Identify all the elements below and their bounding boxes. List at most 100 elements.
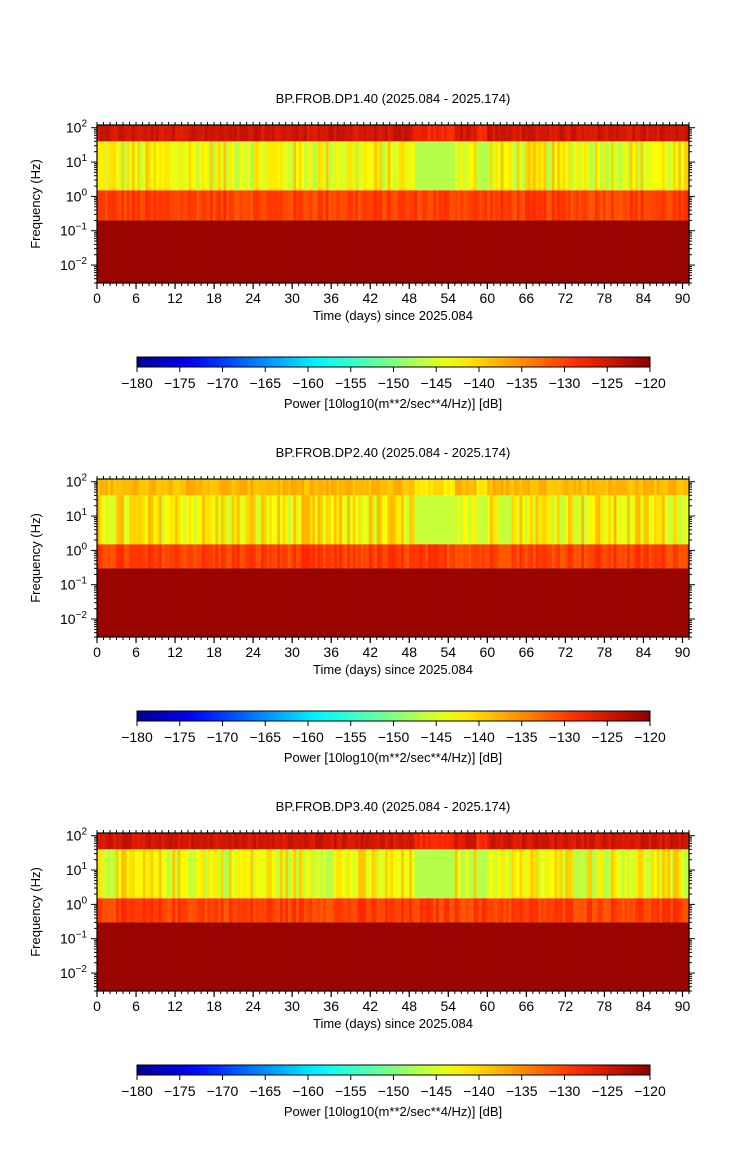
heatmap-cell bbox=[115, 141, 120, 191]
heatmap-cell bbox=[328, 544, 332, 569]
heatmap-cell bbox=[145, 479, 149, 496]
heatmap-cell bbox=[234, 220, 238, 283]
heatmap-cell bbox=[382, 220, 386, 283]
heatmap-cell bbox=[317, 495, 321, 545]
colorbar-tick-label: −150 bbox=[378, 375, 410, 391]
heatmap-cell bbox=[199, 568, 203, 637]
heatmap-cell bbox=[379, 479, 383, 496]
heatmap-cell bbox=[349, 898, 354, 923]
heatmap-cell bbox=[242, 568, 246, 637]
heatmap-cell bbox=[489, 922, 494, 991]
heatmap-cell bbox=[134, 125, 138, 142]
heatmap-cell bbox=[376, 125, 381, 142]
heatmap-cell bbox=[519, 898, 523, 923]
heatmap-cell bbox=[140, 898, 144, 923]
heatmap-cell bbox=[177, 568, 182, 637]
heatmap-cell bbox=[654, 125, 658, 142]
colorbar-tick-label: −160 bbox=[292, 729, 324, 745]
heatmap-cell bbox=[210, 141, 214, 191]
heatmap-cell bbox=[325, 849, 330, 899]
heatmap-cell bbox=[403, 568, 408, 637]
spectrogram-panel-3: BP.FROB.DP3.40 (2025.084 - 2025.174)0 6 12… bbox=[28, 799, 695, 1119]
heatmap-cell bbox=[597, 190, 601, 221]
heatmap-cell bbox=[150, 898, 155, 923]
heatmap-cell bbox=[664, 849, 669, 899]
colorbar-tick-label: −155 bbox=[335, 1083, 367, 1099]
heatmap-cell bbox=[102, 568, 106, 637]
heatmap-cell bbox=[411, 479, 416, 496]
heatmap-cell bbox=[554, 190, 558, 221]
heatmap-cell bbox=[279, 479, 284, 496]
heatmap-cell bbox=[196, 922, 200, 991]
heatmap-cell bbox=[323, 544, 327, 569]
heatmap-cell bbox=[559, 190, 564, 221]
heatmap-cell bbox=[454, 495, 459, 545]
heatmap-cell bbox=[495, 568, 499, 637]
heatmap-cell bbox=[298, 544, 303, 569]
heatmap-cell bbox=[627, 833, 631, 850]
heatmap-cell bbox=[621, 220, 626, 283]
heatmap-cell bbox=[215, 922, 219, 991]
heatmap-cell bbox=[524, 125, 529, 142]
heatmap-cell bbox=[352, 568, 356, 637]
heatmap-cell bbox=[99, 479, 103, 496]
heatmap-cell bbox=[449, 479, 453, 496]
heatmap-cell bbox=[460, 833, 464, 850]
heatmap-cell bbox=[293, 125, 297, 142]
x-tick-label: 54 bbox=[441, 644, 457, 660]
heatmap-cell bbox=[102, 898, 106, 923]
heatmap-cell bbox=[185, 898, 190, 923]
heatmap-cell bbox=[462, 125, 467, 142]
heatmap-cell bbox=[366, 190, 370, 221]
heatmap-cell bbox=[328, 220, 332, 283]
heatmap-cell bbox=[285, 495, 289, 545]
heatmap-cell bbox=[444, 220, 448, 283]
heatmap-cell bbox=[347, 141, 351, 191]
heatmap-cell bbox=[492, 220, 496, 283]
heatmap-cell bbox=[497, 544, 502, 569]
heatmap-cell bbox=[468, 190, 472, 221]
heatmap-cell bbox=[672, 479, 677, 496]
heatmap-cell bbox=[376, 544, 381, 569]
heatmap-cell bbox=[142, 479, 147, 496]
heatmap-cell bbox=[664, 479, 669, 496]
heatmap-cell bbox=[452, 125, 456, 142]
heatmap-cell bbox=[349, 141, 354, 191]
heatmap-cell bbox=[678, 220, 682, 283]
heatmap-cell bbox=[306, 898, 311, 923]
heatmap-cell bbox=[166, 479, 171, 496]
heatmap-cell bbox=[247, 922, 251, 991]
heatmap-cell bbox=[204, 495, 208, 545]
heatmap-cell bbox=[608, 833, 612, 850]
heatmap-cell bbox=[145, 849, 149, 899]
heatmap-cell bbox=[602, 479, 607, 496]
heatmap-cell bbox=[285, 898, 289, 923]
heatmap-cell bbox=[323, 141, 327, 191]
heatmap-cell bbox=[201, 495, 206, 545]
heatmap-cell bbox=[115, 898, 120, 923]
heatmap-cell bbox=[430, 833, 434, 850]
heatmap-cell bbox=[452, 544, 456, 569]
heatmap-cell bbox=[672, 568, 677, 637]
heatmap-cell bbox=[360, 833, 364, 850]
heatmap-cell bbox=[282, 190, 286, 221]
heatmap-cell bbox=[196, 898, 200, 923]
heatmap-cell bbox=[468, 898, 472, 923]
heatmap-cell bbox=[554, 849, 558, 899]
heatmap-cell bbox=[570, 220, 574, 283]
heatmap-cell bbox=[511, 544, 515, 569]
heatmap-cell bbox=[516, 544, 521, 569]
heatmap-cell bbox=[371, 898, 375, 923]
heatmap-cell bbox=[610, 125, 615, 142]
heatmap-cell bbox=[656, 568, 660, 637]
heatmap-cell bbox=[298, 479, 303, 496]
heatmap-cell bbox=[514, 495, 518, 545]
heatmap-cell bbox=[489, 220, 494, 283]
heatmap-cell bbox=[293, 479, 297, 496]
heatmap-cell bbox=[656, 922, 660, 991]
heatmap-cell bbox=[158, 849, 163, 899]
heatmap-cell bbox=[503, 190, 507, 221]
heatmap-cell bbox=[320, 833, 324, 850]
heatmap-cell bbox=[645, 544, 650, 569]
heatmap-cell bbox=[250, 544, 254, 569]
